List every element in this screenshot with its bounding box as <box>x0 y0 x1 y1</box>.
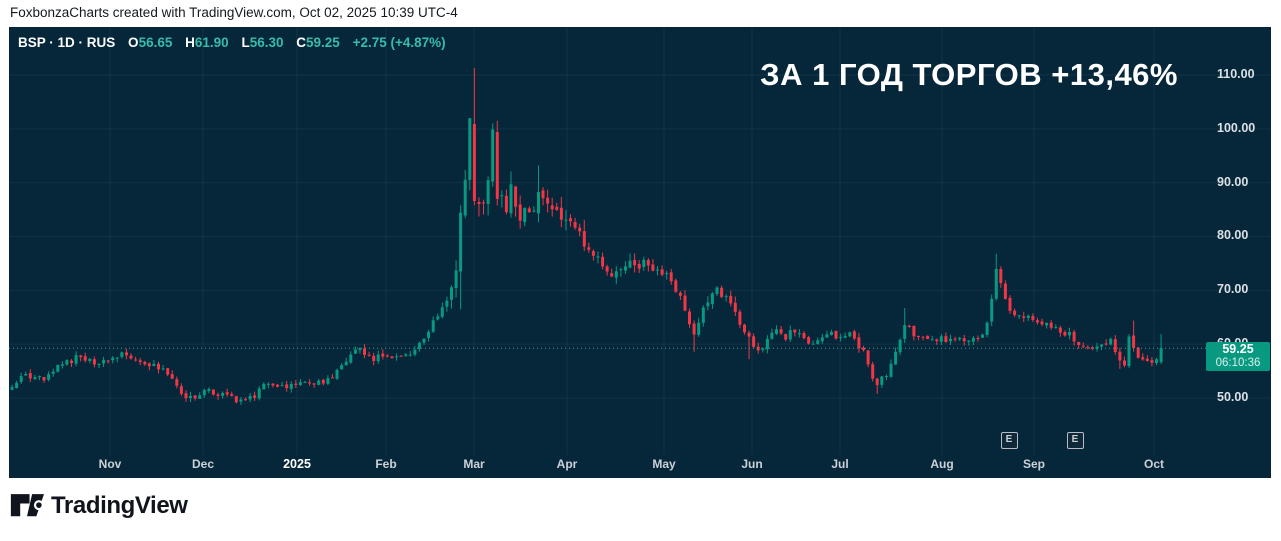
price-tick: 50.00 <box>1217 389 1249 404</box>
time-tick: Dec <box>191 457 215 471</box>
attribution-text: FoxbonzaCharts created with TradingView.… <box>10 5 458 20</box>
bar-countdown: 06:10:36 <box>1215 356 1261 369</box>
symbol-title: BSP · 1D · RUS <box>18 35 116 50</box>
time-tick: May <box>652 457 676 471</box>
price-tick: 90.00 <box>1217 174 1249 189</box>
candlestick-chart[interactable] <box>9 27 1271 478</box>
time-tick: Aug <box>930 457 954 471</box>
time-tick: Jul <box>831 457 849 471</box>
ohlc-low: L56.30 <box>241 35 284 50</box>
ohlc-high: H61.90 <box>185 35 229 50</box>
tradingview-logo-icon <box>10 492 44 520</box>
price-tick: 80.00 <box>1217 228 1249 243</box>
footer-logo[interactable]: TradingView <box>10 492 188 520</box>
earnings-icon[interactable]: E <box>1066 431 1084 449</box>
price-tick: 100.00 <box>1217 120 1256 135</box>
last-price-value: 59.25 <box>1222 342 1254 356</box>
last-price-label[interactable]: 59.25 06:10:36 <box>1206 342 1270 371</box>
time-tick: Mar <box>463 457 485 471</box>
ohlc-close: C59.25 <box>296 35 340 50</box>
time-tick: 2025 <box>283 457 311 471</box>
price-tick: 70.00 <box>1217 282 1249 297</box>
time-tick: Nov <box>98 457 122 471</box>
time-tick: Apr <box>556 457 578 471</box>
earnings-icon[interactable]: E <box>1000 431 1018 449</box>
time-tick: Feb <box>375 457 397 471</box>
price-tick: 110.00 <box>1217 67 1255 81</box>
annotation-headline: ЗА 1 ГОД ТОРГОВ +13,46% <box>760 57 1178 92</box>
time-tick: Jun <box>741 457 763 471</box>
chart-panel: BSP · 1D · RUS O56.65 H61.90 L56.30 C59.… <box>9 27 1271 478</box>
ohlc-open: O56.65 <box>128 35 173 50</box>
time-tick: Sep <box>1022 457 1046 471</box>
time-tick: Oct <box>1143 457 1165 471</box>
symbol-legend[interactable]: BSP · 1D · RUS O56.65 H61.90 L56.30 C59.… <box>18 35 446 50</box>
change-value: +2.75 (+4.87%) <box>352 35 446 50</box>
brand-name: TradingView <box>51 492 188 519</box>
